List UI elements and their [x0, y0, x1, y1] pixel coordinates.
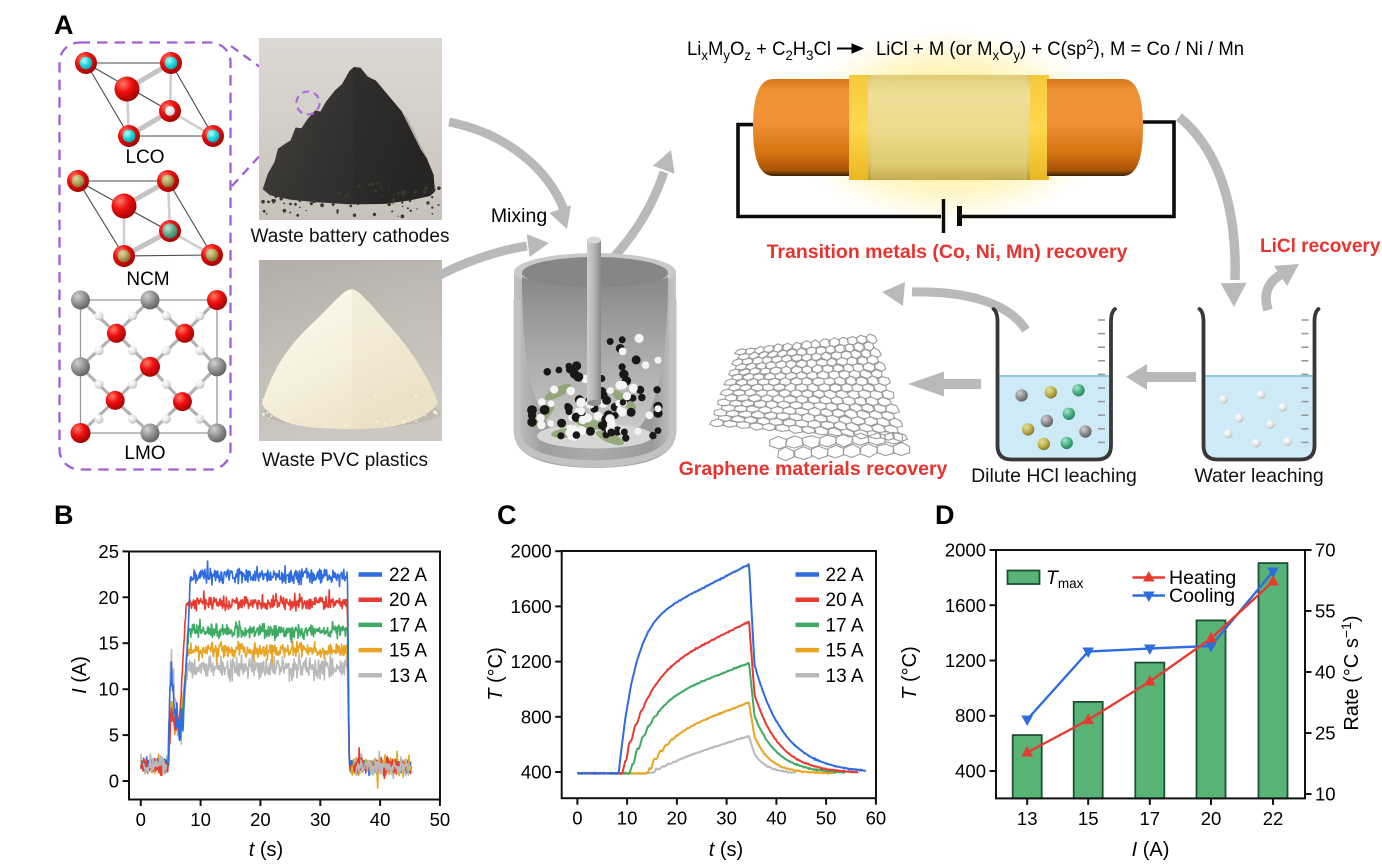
- svg-text:A: A: [54, 10, 74, 40]
- svg-text:20: 20: [667, 808, 688, 829]
- svg-text:15 A: 15 A: [826, 641, 864, 662]
- svg-text:LMO: LMO: [124, 443, 165, 464]
- svg-text:20: 20: [98, 587, 119, 608]
- svg-text:NCM: NCM: [126, 269, 169, 290]
- svg-text:LiCl recovery: LiCl recovery: [1260, 236, 1381, 257]
- svg-text:Heating: Heating: [1169, 567, 1236, 589]
- svg-text:70: 70: [1315, 540, 1336, 561]
- svg-text:2000: 2000: [511, 541, 552, 562]
- svg-text:15 A: 15 A: [389, 641, 427, 662]
- svg-text:5: 5: [109, 725, 119, 746]
- svg-text:C: C: [497, 500, 517, 530]
- svg-text:40: 40: [766, 808, 787, 829]
- svg-text:13 A: 13 A: [826, 666, 864, 687]
- svg-text:30: 30: [310, 809, 331, 830]
- svg-text:17 A: 17 A: [389, 615, 427, 636]
- svg-text:20: 20: [250, 809, 271, 830]
- svg-text:22: 22: [1263, 808, 1284, 829]
- svg-text:0: 0: [109, 771, 119, 792]
- svg-text:Mixing: Mixing: [491, 205, 547, 227]
- svg-text:60: 60: [866, 808, 887, 829]
- svg-text:40: 40: [1315, 662, 1336, 683]
- svg-text:Dilute HCl leaching: Dilute HCl leaching: [971, 465, 1137, 487]
- svg-text:0: 0: [572, 808, 582, 829]
- svg-text:800: 800: [521, 706, 552, 727]
- svg-text:20: 20: [1201, 808, 1222, 829]
- svg-text:50: 50: [816, 808, 837, 829]
- svg-text:25: 25: [98, 541, 119, 562]
- svg-text:1600: 1600: [945, 595, 986, 616]
- svg-text:t (s): t (s): [249, 839, 283, 861]
- svg-text:LiCl + M (or MxOy) + C(sp2),: LiCl + M (or MxOy) + C(sp2), M = Co / Ni…: [876, 37, 1244, 63]
- svg-text:13: 13: [1017, 808, 1038, 829]
- svg-text:10: 10: [1315, 784, 1336, 805]
- svg-text:1200: 1200: [511, 651, 552, 672]
- svg-text:1600: 1600: [511, 596, 552, 617]
- svg-text:22 A: 22 A: [389, 565, 427, 586]
- svg-text:Waste battery cathodes: Waste battery cathodes: [251, 226, 450, 247]
- svg-text:I (A): I (A): [69, 656, 91, 694]
- svg-text:55: 55: [1315, 601, 1336, 622]
- svg-text:Transition metals (Co, Ni, Mn): Transition metals (Co, Ni, Mn) recovery: [767, 241, 1128, 263]
- svg-text:T (°C): T (°C): [899, 646, 921, 700]
- svg-text:25: 25: [1315, 723, 1336, 744]
- svg-text:0: 0: [136, 809, 146, 830]
- svg-text:B: B: [54, 500, 74, 530]
- svg-text:30: 30: [716, 808, 737, 829]
- svg-text:Waste PVC plastics: Waste PVC plastics: [262, 450, 428, 471]
- svg-text:15: 15: [98, 633, 119, 654]
- svg-text:Water leaching: Water leaching: [1194, 465, 1323, 487]
- svg-text:800: 800: [955, 705, 986, 726]
- svg-text:LCO: LCO: [125, 147, 164, 168]
- svg-text:Graphene materials recovery: Graphene materials recovery: [679, 458, 948, 480]
- svg-text:400: 400: [955, 761, 986, 782]
- svg-text:T (°C): T (°C): [485, 647, 507, 701]
- svg-text:Rate (°C s−1): Rate (°C s−1): [1338, 615, 1363, 730]
- svg-text:D: D: [935, 500, 955, 530]
- svg-text:Tmax: Tmax: [1046, 567, 1084, 591]
- svg-text:LixMyOz + C2H3Cl: LixMyOz + C2H3Cl: [687, 39, 831, 63]
- svg-text:17 A: 17 A: [826, 615, 864, 636]
- svg-text:1200: 1200: [945, 650, 986, 671]
- svg-text:2000: 2000: [945, 540, 986, 561]
- svg-text:50: 50: [430, 809, 451, 830]
- svg-text:40: 40: [370, 809, 391, 830]
- svg-text:t (s): t (s): [709, 839, 743, 861]
- svg-text:20 A: 20 A: [389, 590, 427, 611]
- svg-text:15: 15: [1078, 808, 1099, 829]
- svg-text:10: 10: [617, 808, 638, 829]
- svg-text:20 A: 20 A: [826, 590, 864, 611]
- svg-text:10: 10: [190, 809, 211, 830]
- svg-text:22 A: 22 A: [826, 565, 864, 586]
- svg-text:10: 10: [98, 679, 119, 700]
- svg-text:17: 17: [1140, 808, 1161, 829]
- svg-text:Cooling: Cooling: [1169, 585, 1235, 607]
- svg-text:13 A: 13 A: [389, 666, 427, 687]
- svg-text:I (A): I (A): [1132, 839, 1170, 861]
- svg-text:400: 400: [521, 762, 552, 783]
